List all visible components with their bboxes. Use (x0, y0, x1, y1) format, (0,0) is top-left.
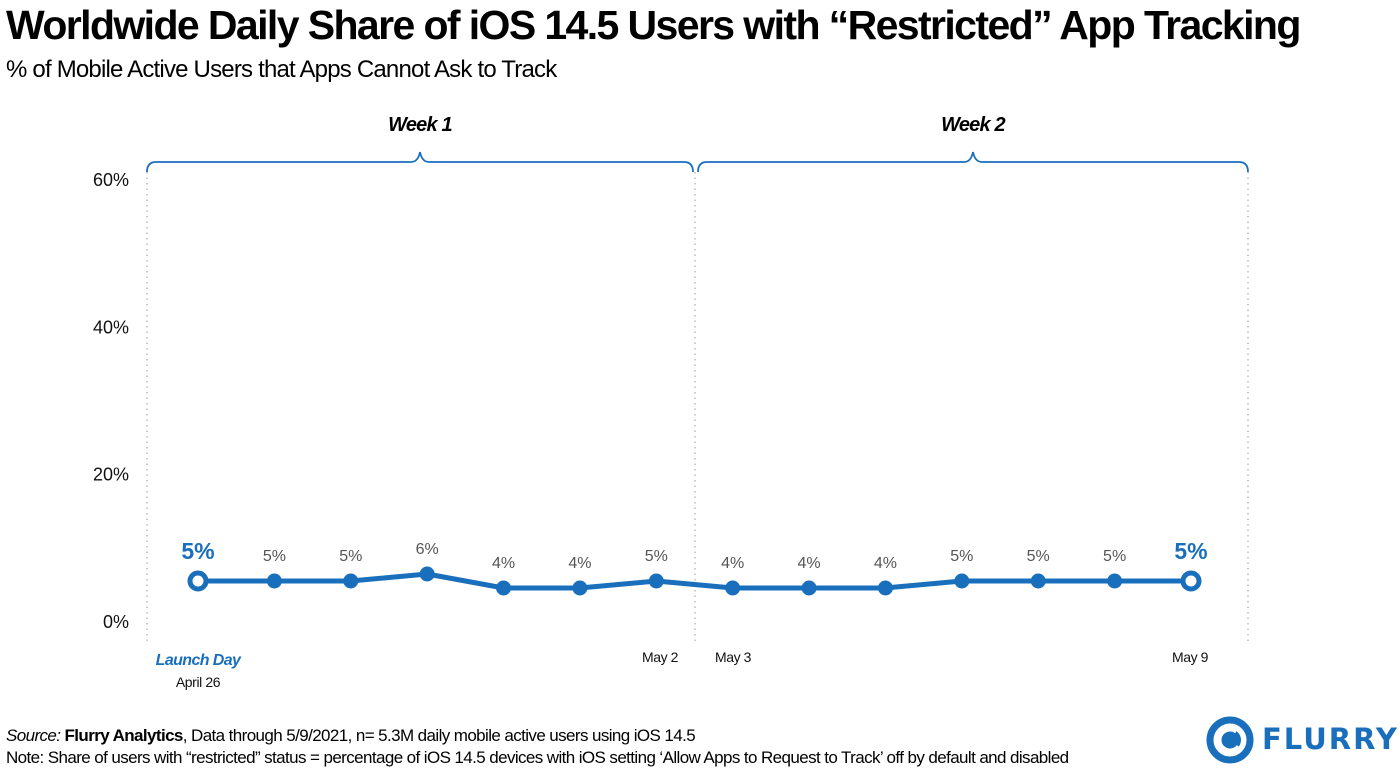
data-label: 5% (263, 548, 286, 565)
y-tick-label: 40% (93, 317, 129, 337)
data-label-highlight: 5% (181, 538, 214, 564)
data-label: 4% (568, 555, 591, 572)
data-label: 5% (1027, 548, 1050, 565)
data-label: 4% (492, 555, 515, 572)
x-tick-label: May 2 (642, 649, 679, 665)
x-annotation-label: Launch Day (156, 652, 242, 669)
data-label: 5% (1103, 548, 1126, 565)
data-point-highlight (1180, 570, 1202, 592)
week-brace (146, 151, 694, 173)
data-label: 4% (874, 555, 897, 572)
data-point (1107, 573, 1123, 589)
y-tick-label: 0% (103, 612, 129, 632)
data-point (266, 573, 282, 589)
source-details: , Data through 5/9/2021, n= 5.3M daily m… (182, 726, 696, 745)
data-point (648, 573, 664, 589)
flurry-logo: FLURRY (1206, 716, 1399, 764)
data-label: 6% (416, 541, 439, 558)
data-point (877, 580, 893, 596)
data-point (496, 580, 512, 596)
data-point (725, 580, 741, 596)
week-label: Week 2 (941, 114, 1005, 136)
chart-title: Worldwide Daily Share of iOS 14.5 Users … (6, 2, 1301, 48)
x-tick-label: May 3 (715, 649, 752, 665)
data-label-highlight: 5% (1174, 538, 1207, 564)
data-point (343, 573, 359, 589)
x-tick-label: May 9 (1172, 649, 1209, 665)
source-label: Source: (6, 726, 61, 745)
data-point (954, 573, 970, 589)
series-line (198, 571, 1191, 591)
y-tick-label: 20% (93, 465, 129, 485)
data-label: 5% (645, 548, 668, 565)
y-tick-label: 60% (93, 170, 129, 190)
note-line: Note: Share of users with “restricted” s… (6, 748, 1069, 767)
source-line: Source: Flurry Analytics, Data through 5… (6, 726, 696, 746)
chart-subtitle: % of Mobile Active Users that Apps Canno… (6, 56, 557, 83)
data-label: 5% (339, 548, 362, 565)
data-label: 4% (798, 555, 821, 572)
week-label: Week 1 (388, 114, 452, 136)
data-point-highlight (187, 570, 209, 592)
flurry-swirl-icon (1206, 716, 1254, 764)
x-annotation-sublabel: April 26 (176, 674, 221, 690)
source-name: Flurry Analytics (64, 726, 184, 745)
data-point (572, 580, 588, 596)
week-brace (697, 151, 1249, 173)
data-point (801, 580, 817, 596)
flurry-wordmark: FLURRY (1262, 722, 1399, 756)
data-label: 4% (721, 555, 744, 572)
data-label: 5% (950, 548, 973, 565)
data-point (1030, 573, 1046, 589)
data-point (419, 566, 435, 582)
